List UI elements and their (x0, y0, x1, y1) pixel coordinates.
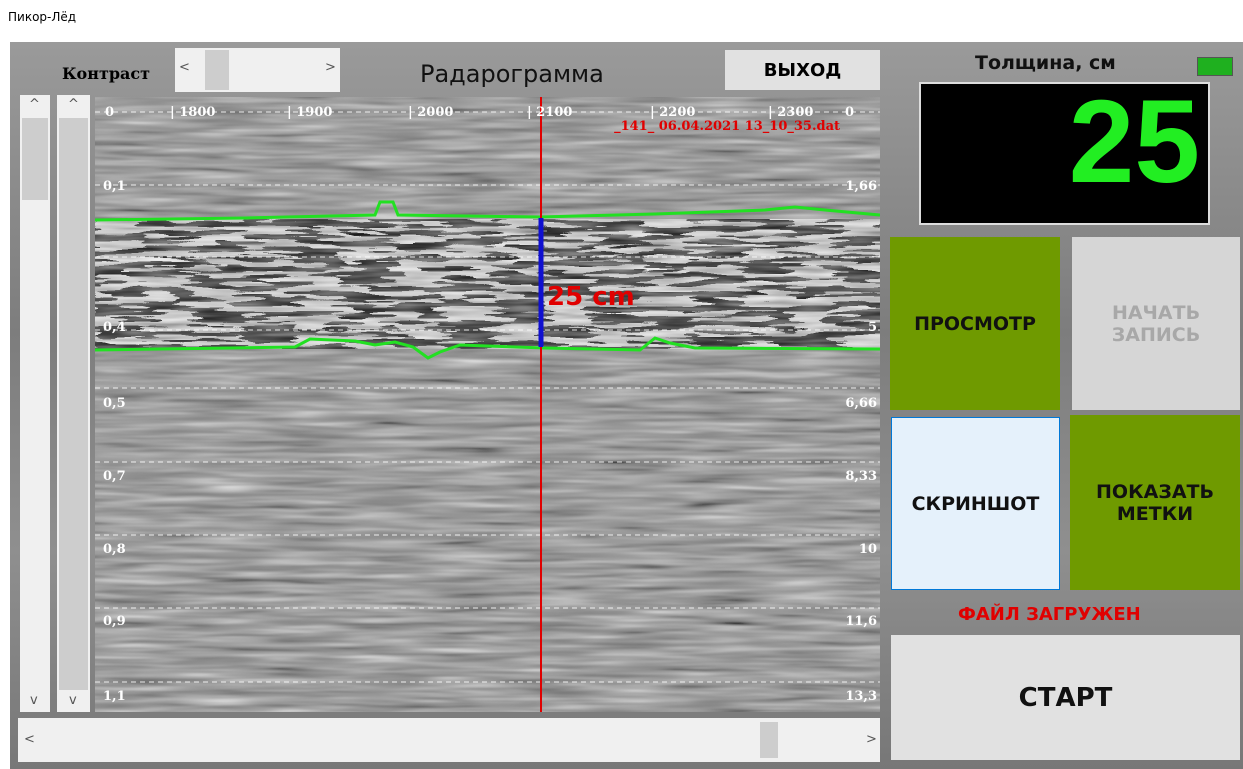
x-scale-label: | 1900 (287, 105, 332, 120)
scroll-down[interactable]: v (30, 693, 38, 708)
status-indicator (1197, 57, 1233, 76)
x-scale-label: | 2100 (527, 105, 572, 120)
depth-label: 0,9 (103, 614, 126, 629)
file-name: _141_ 06.04.2021 13_10_35.dat (614, 119, 840, 134)
thickness-annotation: 25 cm (547, 282, 635, 312)
start-button[interactable]: СТАРТ (891, 635, 1240, 760)
thickness-value: 25 (1069, 74, 1200, 210)
thickness-scale-label: 13,3 (845, 689, 877, 704)
depth-label: 1,1 (103, 689, 126, 704)
thickness-scale-label: 8,33 (845, 469, 877, 484)
x-scale-label: 0 (845, 105, 854, 120)
depth-label: 0,1 (103, 179, 126, 194)
exit-button[interactable]: ВЫХОД (725, 50, 880, 90)
scroll-left[interactable]: < (179, 60, 190, 75)
record-button[interactable]: НАЧАТЬ ЗАПИСЬ (1072, 237, 1240, 410)
x-scale-label: 0 (105, 105, 114, 120)
x-scale-label: | 2300 (768, 105, 813, 120)
vertical-scrollbar[interactable]: ^ v (20, 95, 50, 712)
radargram-texture (95, 97, 880, 712)
scroll-thumb[interactable] (22, 118, 48, 200)
thickness-scale-label: 6,66 (845, 396, 877, 411)
scroll-thumb[interactable] (205, 50, 229, 90)
thickness-scale-label: 1,66 (845, 179, 877, 194)
scroll-up[interactable]: ^ (29, 97, 40, 112)
thickness-scale-label: 11,6 (845, 614, 877, 629)
thickness-label: Толщина, см (975, 52, 1116, 74)
scroll-right[interactable]: > (866, 732, 877, 747)
status-text: ФАЙЛ ЗАГРУЖЕН (958, 604, 1141, 625)
title-bar: Пикор-Лёд (0, 0, 1243, 40)
window-title: Пикор-Лёд (8, 10, 76, 24)
contrast-scrollbar[interactable]: < > (175, 48, 340, 92)
depth-label: 0,8 (103, 542, 126, 557)
x-scale-label: | 2000 (408, 105, 453, 120)
app-window: Пикор-Лёд Контраст < > Радарограмма ВЫХО… (0, 0, 1243, 769)
scroll-thumb[interactable] (59, 118, 88, 690)
show-marks-button[interactable]: ПОКАЗАТЬ МЕТКИ (1070, 415, 1240, 590)
scroll-right[interactable]: > (325, 60, 336, 75)
scroll-left[interactable]: < (24, 732, 35, 747)
x-scale-label: | 2200 (650, 105, 695, 120)
radargram: 25 cm _141_ 06.04.2021 13_10_35.dat 0 | 1… (95, 97, 880, 712)
thickness-scale-label: 5 (868, 320, 877, 335)
thickness-scale-label: 10 (859, 542, 877, 557)
depth-label: 0,4 (103, 320, 126, 335)
view-button[interactable]: ПРОСМОТР (890, 237, 1060, 410)
screenshot-button[interactable]: СКРИНШОТ (891, 417, 1060, 590)
contrast-label: Контраст (62, 64, 150, 83)
depth-label: 0,5 (103, 396, 126, 411)
horizontal-scrollbar[interactable]: < > (18, 718, 880, 762)
scroll-thumb[interactable] (760, 722, 778, 758)
radargram-title: Радарограмма (420, 60, 604, 88)
vertical-scrollbar[interactable]: ^ v (57, 95, 90, 712)
thickness-display: 25 (919, 82, 1210, 225)
scroll-down[interactable]: v (69, 693, 77, 708)
scroll-up[interactable]: ^ (68, 97, 79, 112)
depth-label: 0,7 (103, 469, 126, 484)
x-scale-label: | 1800 (170, 105, 215, 120)
